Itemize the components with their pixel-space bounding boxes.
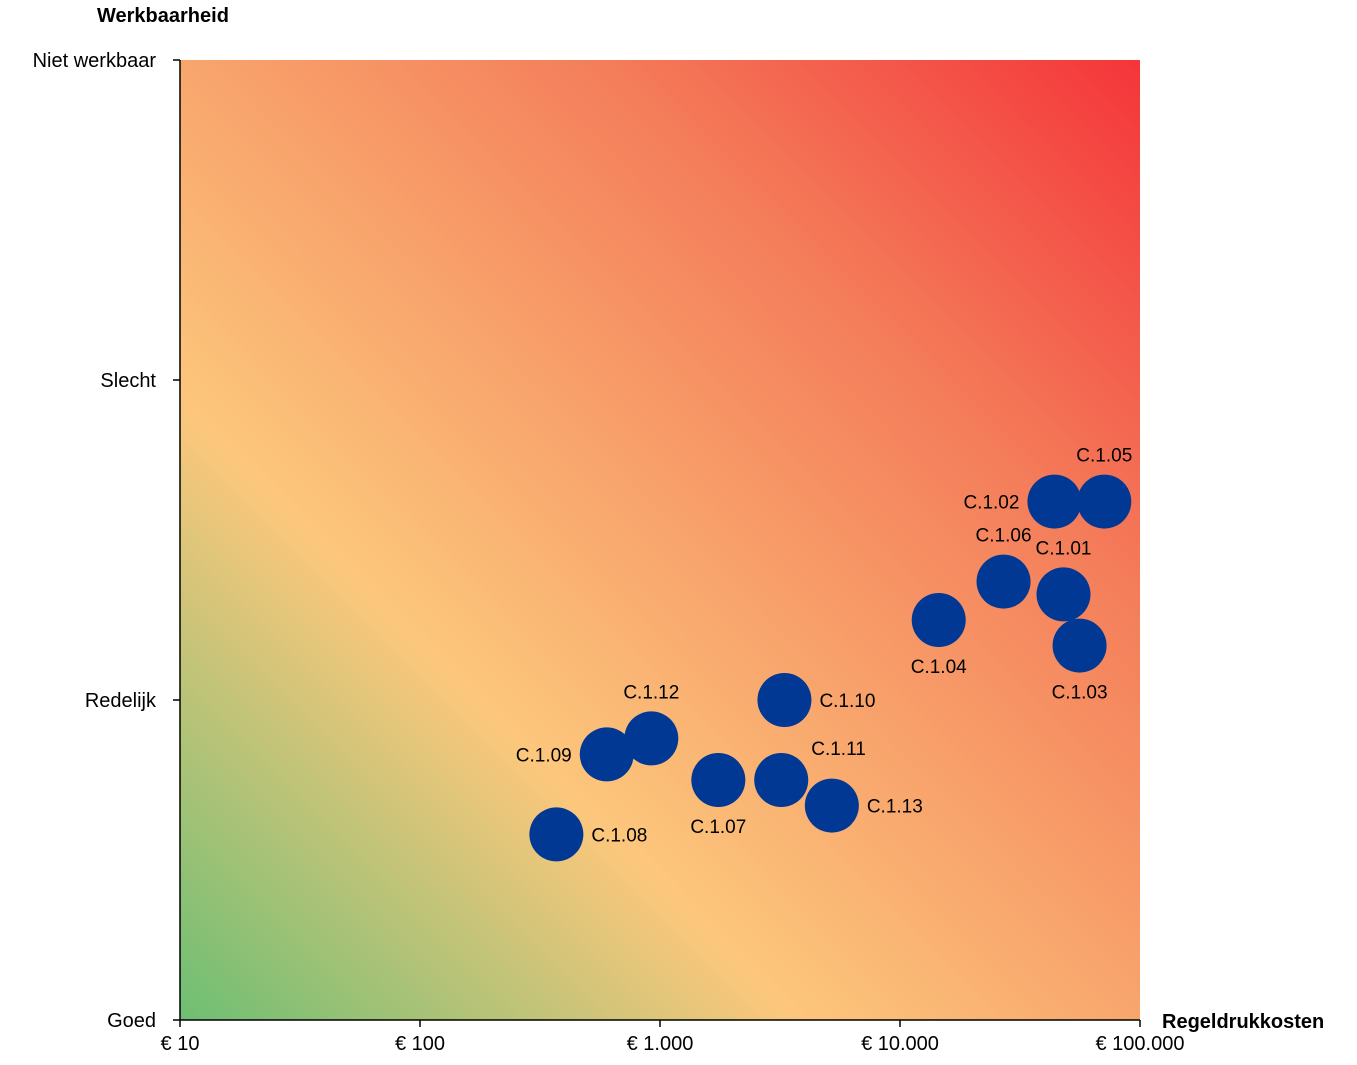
data-point-marker	[529, 807, 584, 862]
data-point-marker	[754, 753, 809, 807]
plot-background	[180, 60, 1140, 1020]
data-point-marker	[1077, 474, 1132, 529]
data-point-marker	[804, 778, 859, 833]
data-point-label: C.1.04	[911, 657, 967, 678]
data-point-marker	[1036, 567, 1091, 622]
data-point-marker	[1052, 618, 1107, 673]
y-tick-label: Niet werkbaar	[33, 50, 157, 72]
x-tick-label: € 10	[161, 1033, 200, 1055]
data-point-marker	[1027, 474, 1082, 529]
data-point-marker	[691, 753, 746, 807]
data-point-marker	[624, 711, 679, 766]
y-tick-label: Goed	[107, 1010, 156, 1032]
x-axis-title: Regeldrukkosten	[1162, 1011, 1324, 1033]
data-point-label: C.1.06	[976, 526, 1032, 547]
data-point-label: C.1.11	[811, 739, 866, 760]
data-point-marker	[757, 673, 812, 727]
data-point-label: C.1.05	[1076, 446, 1132, 467]
data-point-label: C.1.02	[963, 493, 1019, 514]
data-point-marker	[911, 593, 966, 647]
x-axis-ticks: € 10 € 100 € 1.000 € 10.000 € 100.000	[161, 1020, 1185, 1055]
x-tick-label: € 1.000	[627, 1033, 694, 1055]
data-point-marker	[579, 727, 634, 782]
y-axis-title: Werkbaarheid	[97, 5, 229, 27]
x-tick-label: € 100.000	[1096, 1033, 1185, 1055]
data-point-label: C.1.07	[690, 817, 746, 838]
data-point-label: C.1.10	[819, 691, 875, 712]
data-point-label: C.1.13	[867, 797, 923, 818]
data-points: C.1.01 C.1.02 C.1.03 C.1.04 C.1.05 C.1.06 C.1.…	[516, 446, 1132, 862]
data-point-label: C.1.09	[516, 745, 572, 766]
data-point-label: C.1.08	[591, 825, 647, 846]
data-point-label: C.1.12	[623, 682, 679, 703]
x-tick-label: € 10.000	[861, 1033, 939, 1055]
data-point-label: C.1.01	[1036, 538, 1092, 559]
y-axis-ticks: Goed Redelijk Slecht Niet werkbaar	[33, 50, 180, 1032]
data-point-marker	[976, 554, 1031, 609]
data-point-label: C.1.03	[1052, 683, 1108, 704]
x-tick-label: € 100	[395, 1033, 445, 1055]
y-tick-label: Redelijk	[85, 690, 157, 712]
y-tick-label: Slecht	[100, 370, 156, 392]
